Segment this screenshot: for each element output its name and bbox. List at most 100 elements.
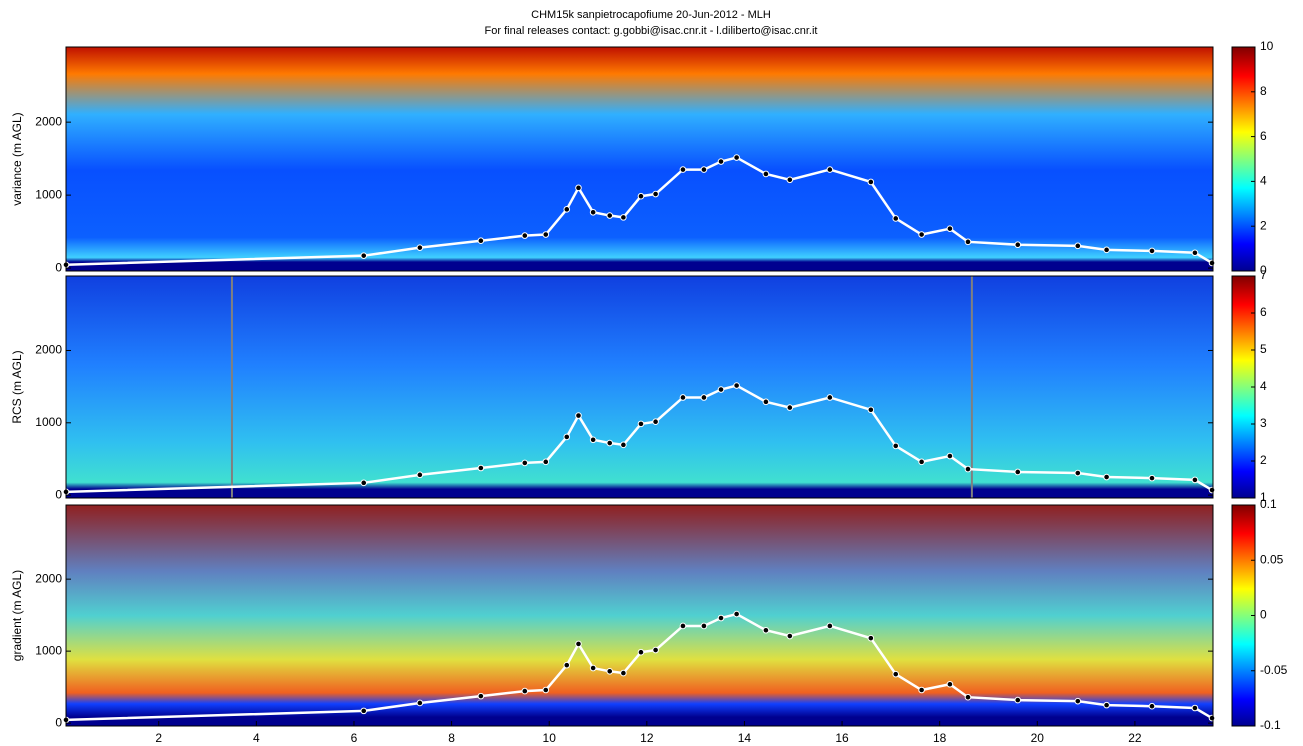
mlh-point [621,442,627,448]
mlh-point [564,434,570,440]
x-tick-label: 14 [738,731,752,745]
y-tick-label: 0 [55,260,62,274]
mlh-point [893,443,899,449]
mlh-point [734,611,740,617]
mlh-point [478,693,484,699]
mlh-point [893,216,899,222]
mlh-point [564,662,570,668]
colorbar-tick-label: 2 [1260,218,1267,232]
mlh-point [543,687,549,693]
chart-subtitle: For final releases contact: g.gobbi@isac… [485,25,818,37]
mlh-point [1149,475,1155,481]
mlh-point [827,623,833,629]
mlh-point [1192,705,1198,711]
heatmap [66,47,1213,271]
x-tick-label: 18 [933,731,947,745]
mlh-point [1075,470,1081,476]
mlh-point [919,232,925,238]
mlh-point [564,207,570,213]
colorbar-tick-label: 0.1 [1260,497,1277,511]
colorbar-tick-label: 3 [1260,416,1267,430]
chart-title: CHM15k sanpietrocapofiume 20-Jun-2012 - … [531,9,771,21]
y-tick-label: 1000 [35,415,62,429]
colorbar [1232,47,1255,271]
mlh-point [1209,715,1215,721]
mlh-point [787,177,793,183]
mlh-point [1149,703,1155,709]
y-tick-label: 0 [55,487,62,501]
mlh-point [734,155,740,161]
mlh-point [653,419,659,425]
mlh-point [701,167,707,173]
mlh-point [621,670,627,676]
mlh-point [947,453,953,459]
mlh-point [763,399,769,405]
colorbar-tick-label: 4 [1260,174,1267,188]
y-tick-label: 1000 [35,187,62,201]
mlh-point [868,635,874,641]
y-axis-label: variance (m AGL) [10,112,24,205]
mlh-point [361,253,367,259]
mlh-point [1015,469,1021,475]
colorbar-tick-label: 6 [1260,129,1267,143]
mlh-point [965,239,971,245]
y-tick-label: 2000 [35,343,62,357]
y-tick-label: 0 [55,715,62,729]
mlh-point [576,413,582,419]
colorbar-tick-label: 5 [1260,342,1267,356]
mlh-point [543,232,549,238]
mlh-point [607,213,613,219]
mlh-point [868,407,874,413]
x-tick-label: 22 [1128,731,1142,745]
mlh-point [1015,242,1021,248]
mlh-point [763,627,769,633]
mlh-point [701,623,707,629]
mlh-point [417,700,423,706]
y-tick-label: 1000 [35,643,62,657]
mlh-point [522,233,528,239]
mlh-point [787,405,793,411]
mlh-point [1104,702,1110,708]
heatmap [66,505,1213,726]
x-tick-label: 6 [351,731,358,745]
mlh-point [868,179,874,185]
mlh-point [417,472,423,478]
mlh-point [734,383,740,389]
x-tick-label: 12 [640,731,654,745]
mlh-point [680,395,686,401]
mlh-point [607,668,613,674]
mlh-point [947,226,953,232]
mlh-point [965,694,971,700]
mlh-point [590,209,596,215]
mlh-point [478,238,484,244]
mlh-point [718,159,724,165]
mlh-point [590,665,596,671]
mlh-point [947,681,953,687]
colorbar-tick-label: 2 [1260,453,1267,467]
x-tick-label: 20 [1031,731,1045,745]
mlh-point [1192,477,1198,483]
mlh-point [1209,487,1215,493]
y-axis-label: RCS (m AGL) [10,350,24,423]
mlh-point [1015,697,1021,703]
y-axis-label: gradient (m AGL) [10,570,24,661]
mlh-point [638,649,644,655]
y-tick-label: 2000 [35,571,62,585]
x-tick-label: 2 [155,731,162,745]
mlh-point [718,387,724,393]
colorbar-tick-label: 6 [1260,305,1267,319]
mlh-point [361,480,367,486]
mlh-point [638,193,644,199]
x-tick-label: 8 [448,731,455,745]
x-tick-label: 4 [253,731,260,745]
mlh-point [965,466,971,472]
mlh-point [638,421,644,427]
x-tick-label: 10 [543,731,557,745]
mlh-point [522,688,528,694]
y-tick-label: 2000 [35,114,62,128]
mlh-point [827,395,833,401]
mlh-point [653,647,659,653]
mlh-point [701,395,707,401]
mlh-point [1192,250,1198,256]
